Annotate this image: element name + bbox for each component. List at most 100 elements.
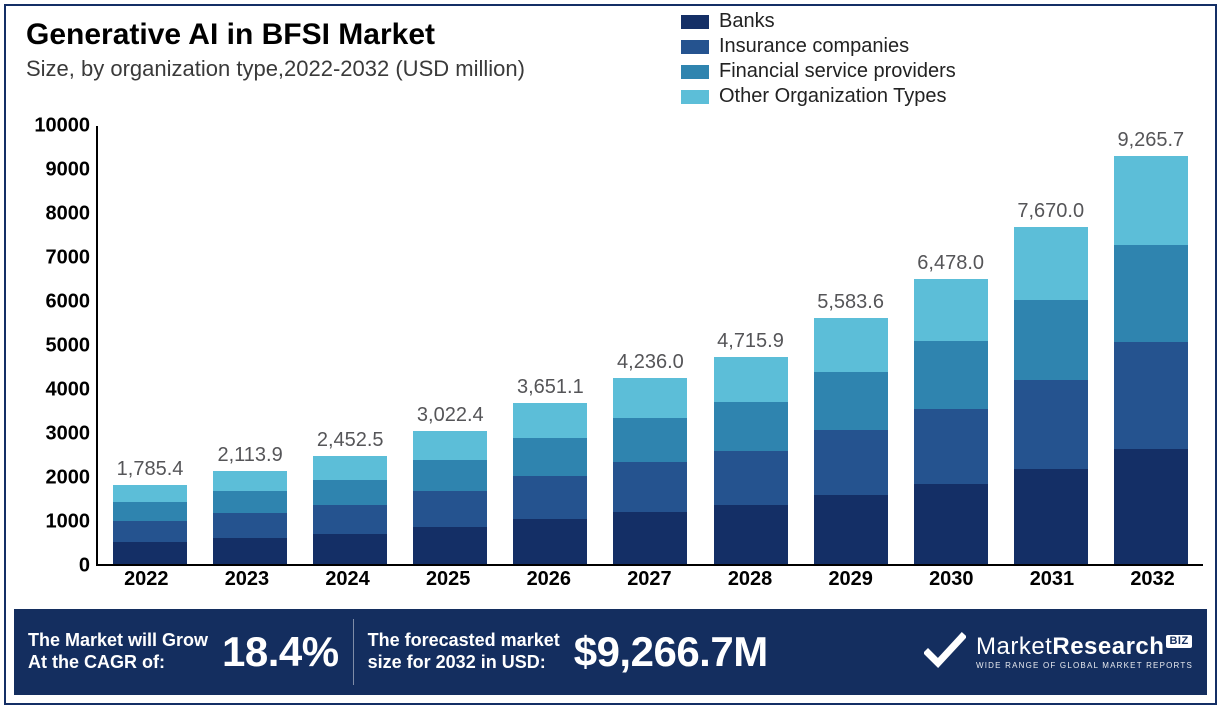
y-axis-tick: 8000 <box>20 203 90 226</box>
bar-segment <box>814 372 888 431</box>
bar-segment <box>113 502 187 520</box>
brand-logo: MarketResearchBIZ WIDE RANGE OF GLOBAL M… <box>924 631 1193 673</box>
legend-label: Financial service providers <box>719 60 956 83</box>
bar-stack: 2,113.9 <box>213 471 287 564</box>
y-axis-tick: 0 <box>20 555 90 578</box>
bar-segment <box>613 418 687 462</box>
forecast-label: The forecasted market size for 2032 in U… <box>368 630 560 673</box>
bar-segment <box>814 318 888 371</box>
bar-segment <box>213 471 287 491</box>
bar-total-label: 1,785.4 <box>117 458 184 485</box>
footer-separator <box>353 619 354 685</box>
x-axis-tick: 2031 <box>1012 568 1092 591</box>
legend-label: Banks <box>719 10 775 33</box>
bar-segment <box>513 476 587 518</box>
bar-column: 3,651.1 <box>510 403 590 564</box>
legend-swatch <box>681 90 709 104</box>
forecast-label-line2: size for 2032 in USD: <box>368 652 560 674</box>
y-axis-tick: 7000 <box>20 247 90 270</box>
x-axis-tick: 2027 <box>609 568 689 591</box>
chart-legend: BanksInsurance companiesFinancial servic… <box>681 10 956 110</box>
y-axis-tick: 2000 <box>20 467 90 490</box>
bar-segment <box>613 512 687 564</box>
bar-segment <box>814 495 888 564</box>
cagr-label: The Market will Grow At the CAGR of: <box>28 630 208 673</box>
bar-segment <box>113 521 187 542</box>
y-axis: 0100020003000400050006000700080009000100… <box>18 126 96 566</box>
bar-segment <box>914 341 988 409</box>
cagr-value: 18.4% <box>222 628 339 676</box>
bar-segment <box>1114 449 1188 564</box>
y-axis-tick: 1000 <box>20 511 90 534</box>
bar-segment <box>1014 380 1088 469</box>
bar-column: 2,113.9 <box>210 471 290 564</box>
bar-segment <box>714 357 788 402</box>
bar-segment <box>313 456 387 479</box>
x-axis-tick: 2028 <box>710 568 790 591</box>
bar-column: 9,265.7 <box>1111 156 1191 564</box>
bar-column: 5,583.6 <box>811 318 891 564</box>
bar-total-label: 2,113.9 <box>217 444 282 471</box>
plot: 1,785.42,113.92,452.53,022.43,651.14,236… <box>96 126 1203 566</box>
bar-segment <box>413 491 487 526</box>
bar-segment <box>914 279 988 341</box>
y-axis-tick: 9000 <box>20 159 90 182</box>
checkmark-icon <box>924 631 966 673</box>
bar-stack: 2,452.5 <box>313 456 387 564</box>
bar-segment <box>914 409 988 484</box>
bar-segment <box>513 438 587 476</box>
y-axis-tick: 4000 <box>20 379 90 402</box>
bar-segment <box>313 534 387 564</box>
x-axis-tick: 2023 <box>207 568 287 591</box>
x-axis-tick: 2024 <box>308 568 388 591</box>
bar-total-label: 3,651.1 <box>517 376 584 403</box>
legend-label: Other Organization Types <box>719 85 947 108</box>
legend-item: Insurance companies <box>681 35 956 58</box>
x-axis: 2022202320242025202620272028202920302031… <box>96 568 1203 591</box>
bar-stack: 4,715.9 <box>714 357 788 564</box>
bar-column: 7,670.0 <box>1011 227 1091 564</box>
bar-segment <box>1014 300 1088 380</box>
x-axis-tick: 2032 <box>1113 568 1193 591</box>
y-axis-tick: 5000 <box>20 335 90 358</box>
legend-swatch <box>681 65 709 79</box>
bar-stack: 5,583.6 <box>814 318 888 564</box>
forecast-label-line1: The forecasted market <box>368 630 560 652</box>
bar-segment <box>413 431 487 460</box>
chart-header: Generative AI in BFSI Market Size, by or… <box>6 6 1215 82</box>
bar-segment <box>213 538 287 564</box>
bar-column: 1,785.4 <box>110 485 190 564</box>
bar-segment <box>613 378 687 418</box>
bar-stack: 9,265.7 <box>1114 156 1188 564</box>
bar-segment <box>213 491 287 513</box>
bar-total-label: 5,583.6 <box>817 291 884 318</box>
bar-segment <box>1114 245 1188 342</box>
bar-segment <box>1114 342 1188 449</box>
bar-segment <box>413 460 487 492</box>
brand-text: MarketResearchBIZ WIDE RANGE OF GLOBAL M… <box>976 635 1193 670</box>
x-axis-tick: 2030 <box>911 568 991 591</box>
bar-container: 1,785.42,113.92,452.53,022.43,651.14,236… <box>98 126 1203 564</box>
brand-name: MarketResearchBIZ <box>976 635 1193 659</box>
y-axis-tick: 10000 <box>20 115 90 138</box>
bar-total-label: 7,670.0 <box>1017 200 1084 227</box>
x-axis-tick: 2029 <box>811 568 891 591</box>
bar-segment <box>1014 469 1088 564</box>
chart-title: Generative AI in BFSI Market <box>26 18 1195 52</box>
bar-segment <box>113 542 187 564</box>
bar-column: 4,236.0 <box>610 378 690 564</box>
bar-column: 6,478.0 <box>911 279 991 564</box>
bar-segment <box>213 513 287 538</box>
legend-item: Financial service providers <box>681 60 956 83</box>
bar-segment <box>513 403 587 438</box>
footer-banner: The Market will Grow At the CAGR of: 18.… <box>14 609 1207 695</box>
bar-segment <box>413 527 487 564</box>
bar-stack: 6,478.0 <box>914 279 988 564</box>
bar-segment <box>1014 227 1088 300</box>
x-axis-tick: 2025 <box>408 568 488 591</box>
bar-stack: 3,022.4 <box>413 431 487 564</box>
legend-label: Insurance companies <box>719 35 909 58</box>
bar-total-label: 3,022.4 <box>417 404 484 431</box>
bar-total-label: 2,452.5 <box>317 429 384 456</box>
bar-segment <box>313 480 387 506</box>
